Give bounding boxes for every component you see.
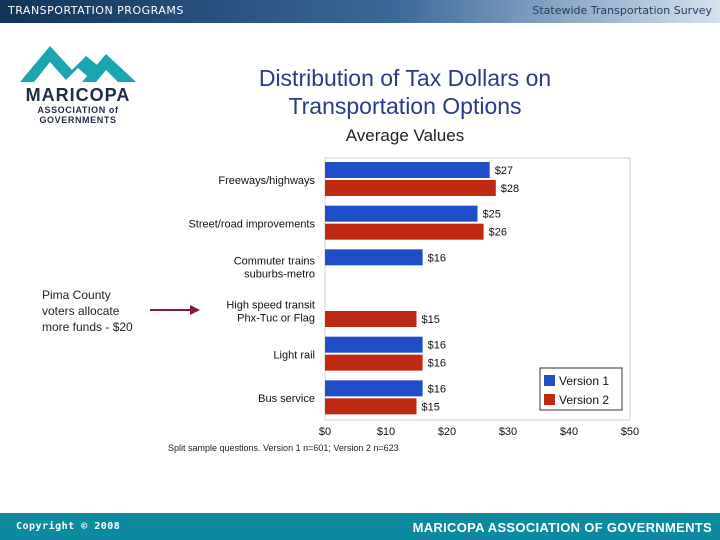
category-label: Freeways/highways: [218, 175, 315, 187]
category-label: Light rail: [273, 350, 315, 362]
chart-footnote: Split sample questions. Version 1 n=601;…: [168, 443, 399, 453]
footer-bar: Copyright © 2008 MARICOPA ASSOCIATION OF…: [0, 513, 720, 540]
data-label: $27: [495, 165, 513, 177]
arrow-icon: [150, 305, 200, 315]
chart-title: Distribution of Tax Dollars on Transport…: [258, 65, 552, 119]
legend-label: Version 1: [559, 374, 609, 388]
bar-chart: $0 $10 $20 $30 $40 $50 Freeways/highways $27 $28…: [188, 157, 639, 438]
category-label: High speed transit: [226, 299, 315, 311]
bar-version1: [325, 336, 423, 353]
mag-logo: MARICOPA ASSOCIATION of GOVERNMENTS: [16, 40, 140, 125]
footer-org: MARICOPA ASSOCIATION OF GOVERNMENTS: [412, 520, 712, 535]
x-tick-label: $10: [377, 426, 395, 438]
data-label: $16: [428, 252, 446, 264]
bar-version2: [325, 180, 496, 196]
data-label: $16: [428, 383, 446, 395]
bar-version1: [325, 380, 423, 397]
data-label: $15: [422, 401, 440, 413]
section-title: TRANSPORTATION PROGRAMS: [8, 4, 184, 17]
category-label: Street/road improvements: [188, 219, 315, 231]
data-label: $26: [489, 227, 507, 239]
bar-version2: [325, 223, 484, 240]
category-label: suburbs-metro: [244, 269, 315, 281]
survey-title: Statewide Transportation Survey: [532, 4, 712, 17]
header-bar: TRANSPORTATION PROGRAMS Statewide Transp…: [0, 0, 720, 23]
data-label: $15: [422, 314, 440, 326]
chart-subtitle: Average Values: [345, 126, 465, 145]
legend-label: Version 2: [559, 393, 609, 407]
copyright: Copyright © 2008: [16, 521, 121, 532]
x-tick-label: $50: [621, 426, 639, 438]
x-tick-label: $40: [560, 426, 578, 438]
pima-note: Pima County voters allocate more funds -…: [42, 288, 133, 334]
category-label: Commuter trains: [234, 256, 316, 268]
logo-line-3: GOVERNMENTS: [39, 115, 117, 125]
logo-line-2: ASSOCIATION of: [37, 105, 119, 115]
bar-version2: [325, 354, 423, 371]
mountain-logo-icon: [20, 46, 136, 82]
category-label: Phx-Tuc or Flag: [237, 312, 315, 324]
bar-version1: [325, 249, 423, 266]
legend-swatch: [544, 375, 555, 386]
x-tick-label: $0: [319, 426, 331, 438]
data-label: $16: [428, 340, 446, 352]
legend-swatch: [544, 394, 555, 405]
bar-version1: [325, 162, 490, 178]
bar-version1: [325, 205, 478, 222]
data-label: $25: [483, 209, 501, 221]
bar-version2: [325, 398, 417, 415]
data-label: $16: [428, 358, 446, 370]
x-tick-label: $20: [438, 426, 456, 438]
category-label: Bus service: [258, 393, 315, 405]
logo-line-1: MARICOPA: [25, 85, 131, 105]
data-label: $28: [501, 183, 519, 195]
bar-version2: [325, 311, 417, 327]
x-tick-label: $30: [499, 426, 517, 438]
